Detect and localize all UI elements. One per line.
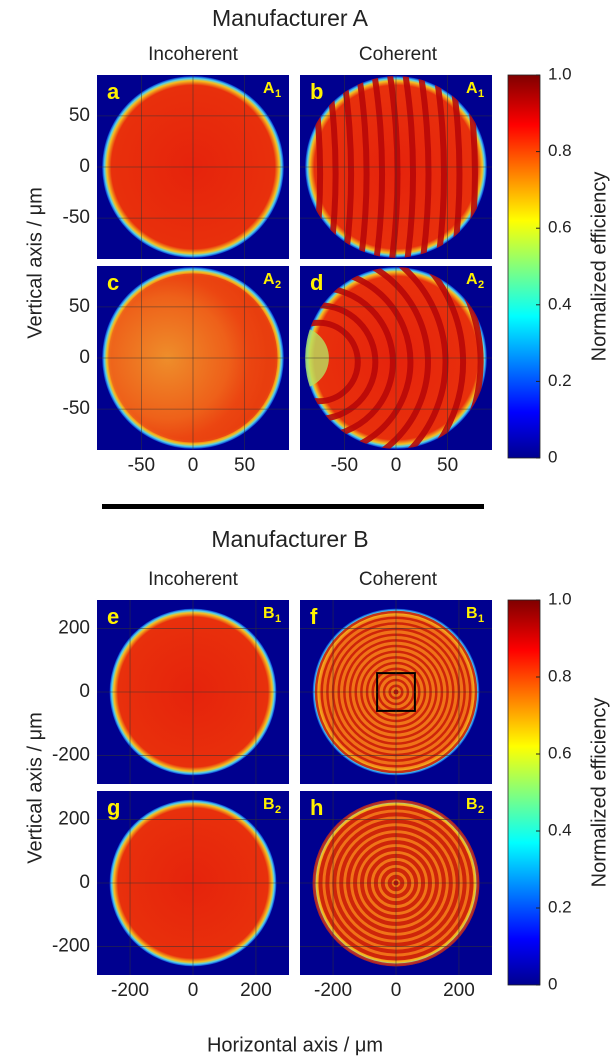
colorbar-label: Normalized efficiency <box>588 172 610 362</box>
colorbar-tick-label: 0 <box>548 974 557 993</box>
figure: Manufacturer A Incoherent Coherent Vertical… <box>0 0 614 1061</box>
column-label: Coherent <box>359 44 438 65</box>
colorbar-tick-label: 1.0 <box>548 589 572 608</box>
panel-tag: A <box>263 80 275 97</box>
panel-letter: b <box>310 79 323 104</box>
y-tick-label: -200 <box>52 935 90 956</box>
colorbar-tick-label: 0.6 <box>548 743 572 762</box>
panel-tag-sub: 1 <box>478 88 484 100</box>
panel-tag: A <box>466 80 478 97</box>
panel-tag: A <box>263 271 275 288</box>
x-tick-label: 0 <box>391 980 402 1001</box>
colorbar-tick-label: 0.8 <box>548 141 572 160</box>
y-axis-label: Vertical axis / μm <box>24 712 46 864</box>
column-label: Incoherent <box>148 569 239 590</box>
y-tick-label: -50 <box>63 398 90 419</box>
column-label: Coherent <box>359 569 438 590</box>
y-tick-label: 0 <box>79 347 90 368</box>
y-tick-label: -200 <box>52 744 90 765</box>
colorbar-tick-label: 0.2 <box>548 371 572 390</box>
y-tick-label: 200 <box>58 618 90 639</box>
panel-tag: B <box>466 796 478 813</box>
x-axis-label: Horizontal axis / μm <box>207 1034 383 1056</box>
y-tick-label: 50 <box>69 105 90 126</box>
panel-letter: a <box>107 79 120 104</box>
colorbar-tick-label: 0.6 <box>548 218 572 237</box>
colorbar <box>508 75 540 458</box>
panel-tag-sub: 2 <box>275 279 281 291</box>
section-title: Manufacturer A <box>212 5 369 31</box>
y-tick-label: 50 <box>69 296 90 317</box>
x-tick-label: -200 <box>111 980 149 1001</box>
panel-tag: A <box>466 271 478 288</box>
panel-tag: B <box>466 605 478 622</box>
y-tick-label: 0 <box>79 872 90 893</box>
panel-tag: B <box>263 605 275 622</box>
y-tick-label: -50 <box>63 207 90 228</box>
x-tick-label: 0 <box>188 980 199 1001</box>
x-tick-label: -200 <box>314 980 352 1001</box>
page: {"sections": [ {"title": "Manufacturer A… <box>0 0 614 1061</box>
colorbar-tick-label: 1.0 <box>548 64 572 83</box>
panel-tag-sub: 2 <box>478 279 484 291</box>
panel-letter: e <box>107 604 119 629</box>
colorbar-tick-label: 0 <box>548 447 557 466</box>
x-tick-label: 50 <box>437 455 458 476</box>
x-tick-label: 200 <box>443 980 475 1001</box>
panel-letter: c <box>107 270 119 295</box>
panel-letter: f <box>310 604 318 629</box>
x-tick-label: 200 <box>240 980 272 1001</box>
panel-letter: g <box>107 795 120 820</box>
colorbar <box>508 600 540 985</box>
panel-tag-sub: 1 <box>275 613 281 625</box>
colorbar-tick-label: 0.4 <box>548 294 572 313</box>
separator <box>102 504 484 509</box>
x-tick-label: -50 <box>128 455 155 476</box>
x-tick-label: 0 <box>188 455 199 476</box>
column-label: Incoherent <box>148 44 239 65</box>
panel-tag: B <box>263 796 275 813</box>
panel-tag-sub: 2 <box>275 804 281 816</box>
panel-letter: h <box>310 795 323 820</box>
panel-tag-sub: 1 <box>275 88 281 100</box>
y-axis-label: Vertical axis / μm <box>24 187 46 339</box>
x-tick-label: 0 <box>391 455 402 476</box>
y-tick-label: 200 <box>58 809 90 830</box>
colorbar-tick-label: 0.8 <box>548 666 572 685</box>
section-title: Manufacturer B <box>211 526 368 552</box>
colorbar-label: Normalized efficiency <box>588 698 610 888</box>
y-tick-label: 0 <box>79 681 90 702</box>
panel-tag-sub: 2 <box>478 804 484 816</box>
panel-letter: d <box>310 270 323 295</box>
panel-tag-sub: 1 <box>478 613 484 625</box>
x-tick-label: -50 <box>331 455 358 476</box>
x-tick-label: 50 <box>234 455 255 476</box>
y-tick-label: 0 <box>79 156 90 177</box>
colorbar-tick-label: 0.4 <box>548 820 572 839</box>
colorbar-tick-label: 0.2 <box>548 897 572 916</box>
